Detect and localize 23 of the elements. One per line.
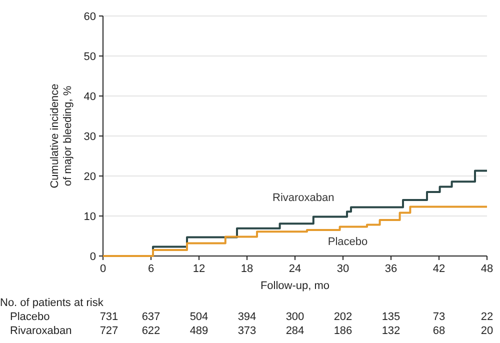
y-tick-label: 50 xyxy=(84,50,96,63)
x-tick-label: 12 xyxy=(192,263,206,275)
text: Placebo 731 637 504 394 300 202 135 73 22 xyxy=(10,311,494,323)
x-tick-label: 42 xyxy=(432,263,446,275)
x-tick-label: 36 xyxy=(384,263,398,275)
text: No. of patients at risk xyxy=(0,297,104,309)
y-tick-label: 40 xyxy=(84,90,96,103)
y-tick-label: 30 xyxy=(84,130,96,143)
series-label: Rivaroxaban xyxy=(272,192,334,204)
x-tick-label: 24 xyxy=(288,263,302,275)
x-tick-label: 6 xyxy=(148,263,154,275)
y-tick-label: 60 xyxy=(84,10,96,23)
y-axis-title: Cumulative incidence of major bleeding, % xyxy=(49,84,74,188)
series-label: Placebo xyxy=(328,236,368,248)
x-tick-label: 48 xyxy=(480,263,494,275)
y-tick-label: 10 xyxy=(84,210,96,223)
y-tick-label: 20 xyxy=(84,170,96,183)
x-tick-label: 0 xyxy=(100,263,106,275)
x-tick-label: 18 xyxy=(240,263,254,275)
x-axis-title: Follow-up, mo xyxy=(260,280,330,292)
x-tick-label: 30 xyxy=(336,263,350,275)
text: Rivaroxaban 727 622 489 373 284 186 132 68 20 xyxy=(10,325,494,337)
y-tick-label: 0 xyxy=(90,250,96,263)
